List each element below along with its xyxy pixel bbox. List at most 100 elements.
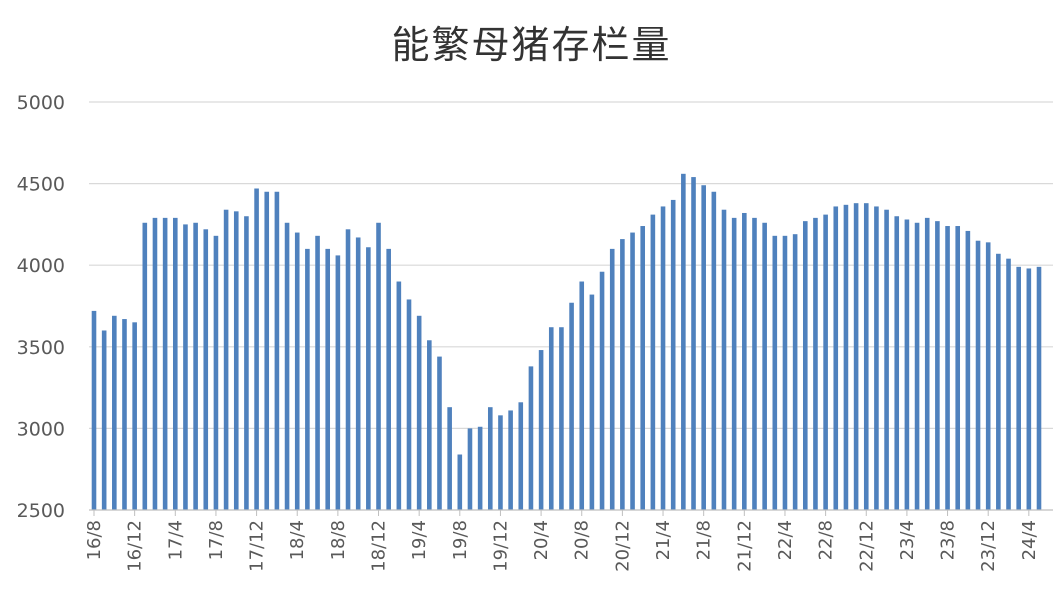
x-tick-label: 17/12 <box>247 520 268 572</box>
y-tick-label: 3500 <box>17 337 65 359</box>
x-tick-label: 23/8 <box>938 520 959 560</box>
bar <box>498 415 503 510</box>
bar <box>548 327 554 510</box>
bar <box>427 340 432 510</box>
bar <box>112 315 117 510</box>
bar <box>1036 266 1042 510</box>
bar <box>325 248 331 510</box>
bar <box>335 255 341 510</box>
bar <box>701 185 706 511</box>
bar <box>386 248 391 510</box>
chart-title: 能繁母猪存栏量 <box>391 23 672 67</box>
x-tick-label: 24/4 <box>1019 520 1040 560</box>
bar <box>721 209 727 510</box>
y-tick-label: 3000 <box>17 418 65 440</box>
bar <box>640 226 646 510</box>
bar <box>599 271 605 510</box>
x-tick-label: 17/8 <box>206 520 227 560</box>
bar <box>284 222 290 510</box>
x-tick-label: 23/4 <box>897 520 918 560</box>
bar <box>264 191 270 510</box>
x-tick-label: 22/4 <box>775 520 796 560</box>
y-tick-label: 4500 <box>17 174 65 196</box>
bar <box>579 281 585 510</box>
x-tick-label: 20/8 <box>572 520 593 560</box>
bar <box>914 222 920 510</box>
bar <box>345 229 351 511</box>
bar <box>457 454 463 510</box>
bar <box>518 402 524 510</box>
x-tick-label: 20/12 <box>612 520 633 572</box>
x-axis-ticks: 16/8 16/12 17/4 17/8 17/12 18/4 18/8 18/12 19/4 1… <box>84 510 1040 572</box>
bar <box>244 216 249 511</box>
bars <box>91 173 1042 511</box>
bar <box>508 410 513 510</box>
bar <box>569 302 574 510</box>
x-tick-label: 16/12 <box>125 520 146 572</box>
bar <box>233 211 239 510</box>
x-tick-label: 18/4 <box>287 520 308 560</box>
bar <box>559 327 564 510</box>
bar <box>487 407 493 510</box>
bar <box>924 217 930 510</box>
x-tick-label: 17/4 <box>165 520 186 560</box>
bar <box>223 209 229 510</box>
bar <box>152 217 158 510</box>
bar <box>681 173 686 510</box>
bar <box>589 294 595 510</box>
bar <box>366 247 371 510</box>
bar <box>91 310 97 510</box>
bar <box>762 222 767 510</box>
bar <box>660 206 666 510</box>
bar <box>874 206 879 510</box>
bar <box>203 229 209 511</box>
bar <box>294 232 300 510</box>
bar <box>101 330 107 510</box>
bar <box>213 235 219 510</box>
y-tick-label: 4000 <box>17 255 65 277</box>
bar <box>315 235 320 510</box>
bar <box>274 191 280 510</box>
bar <box>691 177 696 510</box>
bar <box>254 188 259 510</box>
bar <box>620 239 625 510</box>
bar <box>985 242 991 510</box>
bar <box>965 230 971 510</box>
bar <box>853 203 859 510</box>
y-axis-ticks: 2500 3000 3500 4000 4500 5000 <box>17 92 65 522</box>
bar <box>863 203 869 510</box>
x-tick-label: 19/8 <box>450 520 471 560</box>
x-tick-label: 18/12 <box>369 520 390 572</box>
bar <box>955 226 961 510</box>
bar <box>650 214 656 511</box>
bar <box>355 237 361 510</box>
bar <box>782 235 788 510</box>
x-tick-label: 16/8 <box>84 520 105 560</box>
x-tick-label: 18/8 <box>328 520 349 560</box>
bar <box>935 221 940 510</box>
bar <box>528 366 534 510</box>
bar <box>406 299 412 510</box>
bar <box>792 234 798 510</box>
x-tick-label: 19/12 <box>490 520 511 572</box>
y-tick-label: 2500 <box>17 500 65 522</box>
bar <box>396 281 402 510</box>
bar <box>416 315 422 510</box>
bar <box>1016 266 1021 510</box>
bar <box>833 206 839 510</box>
bar <box>813 217 818 510</box>
bar <box>884 209 889 510</box>
bar <box>538 350 544 510</box>
bar <box>122 319 127 510</box>
x-tick-label: 23/12 <box>978 520 999 572</box>
x-tick-label: 22/12 <box>856 520 877 572</box>
bar <box>894 216 900 511</box>
bar <box>975 240 981 510</box>
bar <box>609 248 615 510</box>
bar <box>447 407 452 510</box>
bar <box>172 217 178 510</box>
bar <box>996 253 1001 510</box>
bar <box>843 204 849 510</box>
bar <box>142 222 148 510</box>
